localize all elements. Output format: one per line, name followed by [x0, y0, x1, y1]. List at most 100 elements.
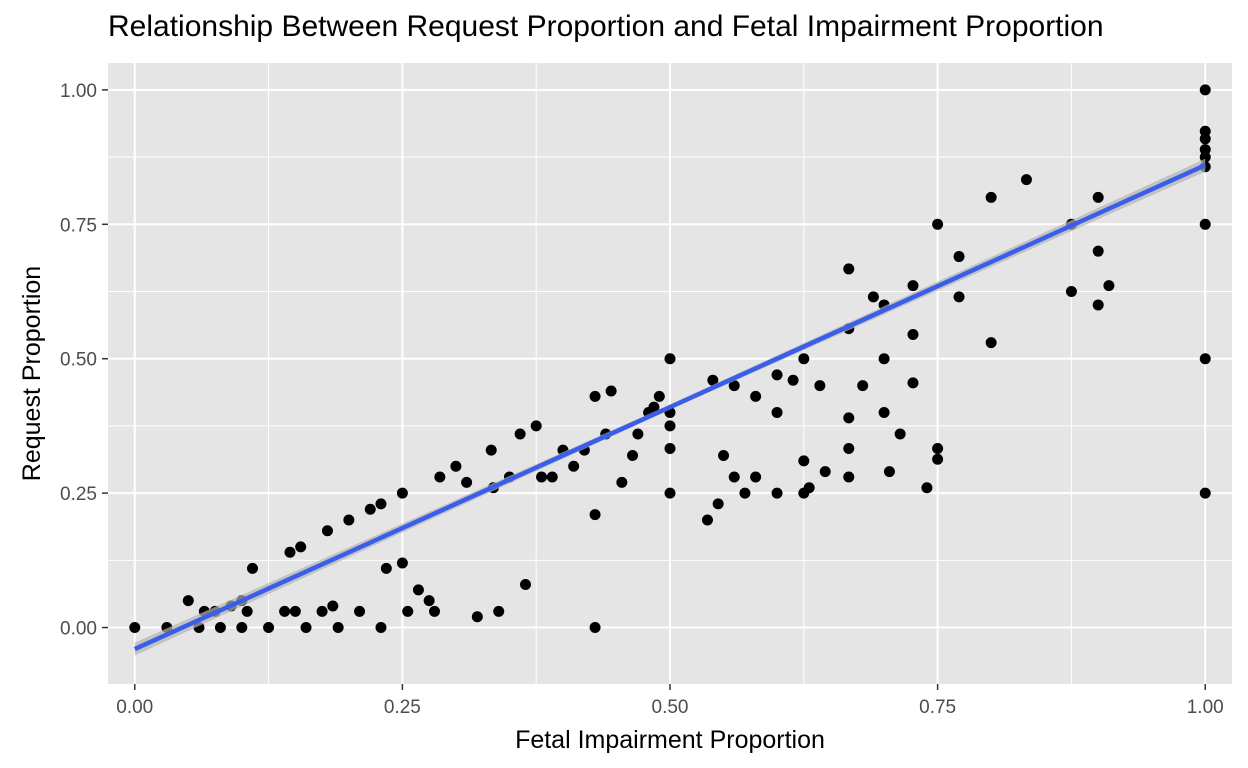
data-point	[857, 380, 869, 392]
data-point	[664, 420, 676, 432]
data-point	[750, 390, 762, 402]
data-point	[728, 471, 740, 483]
data-point	[739, 487, 751, 499]
data-point	[321, 525, 333, 537]
y-axis-title: Request Proportion	[18, 266, 46, 481]
x-tick-label: 0.00	[116, 697, 153, 718]
data-point	[471, 611, 483, 623]
data-point	[236, 622, 248, 634]
data-point	[423, 595, 435, 607]
data-point	[364, 503, 376, 515]
data-point	[241, 605, 253, 617]
data-point	[985, 337, 997, 349]
data-point	[1199, 84, 1211, 96]
data-point	[664, 443, 676, 455]
data-point	[1199, 218, 1211, 230]
data-point	[814, 380, 826, 392]
data-point	[530, 420, 542, 432]
data-point	[985, 191, 997, 203]
data-point	[1092, 299, 1104, 311]
data-point	[1020, 174, 1032, 186]
data-point	[279, 605, 291, 617]
data-point	[1199, 151, 1211, 163]
data-point	[648, 401, 660, 413]
data-point	[932, 218, 944, 230]
y-tick-label: 1.00	[60, 81, 97, 102]
data-point	[461, 476, 473, 488]
data-point	[519, 579, 531, 591]
y-tick-label: 0.00	[60, 619, 97, 640]
data-point	[316, 605, 328, 617]
data-point	[771, 369, 783, 381]
data-point	[536, 471, 548, 483]
axes: 0.00 0.25 0.50 0.75 1.00 0.00 0.25 0.50 0.75 1.00	[60, 81, 1224, 718]
data-point	[627, 449, 639, 461]
data-point	[728, 380, 740, 392]
data-point	[878, 406, 890, 418]
x-axis-title: Fetal Impairment Proportion	[515, 726, 825, 754]
data-point	[589, 390, 601, 402]
data-point	[129, 622, 141, 634]
data-point	[907, 280, 919, 292]
data-point	[1199, 125, 1211, 137]
x-tick-label: 0.75	[919, 697, 956, 718]
data-point	[1092, 191, 1104, 203]
y-tick-label: 0.75	[60, 215, 97, 236]
data-point	[867, 291, 879, 303]
data-point	[589, 622, 601, 634]
data-point	[932, 443, 944, 455]
data-point	[493, 605, 505, 617]
data-point	[878, 353, 890, 365]
y-tick-label: 0.50	[60, 350, 97, 371]
data-point	[295, 541, 307, 553]
data-point	[605, 385, 617, 397]
data-point	[798, 455, 810, 467]
data-point	[1199, 133, 1211, 145]
data-point	[653, 390, 665, 402]
data-point	[589, 509, 601, 521]
data-point	[701, 514, 713, 526]
data-point	[1103, 280, 1115, 292]
data-point	[632, 428, 644, 440]
data-point	[375, 622, 387, 634]
data-point	[953, 251, 965, 263]
data-point	[843, 263, 855, 275]
data-point	[546, 471, 558, 483]
data-point	[1199, 144, 1211, 156]
data-point	[327, 600, 339, 612]
x-tick-label: 1.00	[1187, 697, 1224, 718]
data-point	[332, 622, 344, 634]
data-point	[247, 562, 259, 574]
data-point	[343, 514, 355, 526]
data-point	[616, 476, 628, 488]
data-point	[485, 444, 497, 456]
data-point	[284, 546, 296, 558]
data-point	[907, 377, 919, 389]
data-point	[396, 557, 408, 569]
data-point	[354, 605, 366, 617]
data-point	[953, 291, 965, 303]
data-point	[894, 428, 906, 440]
data-point	[428, 605, 440, 617]
data-point	[1199, 353, 1211, 365]
data-point	[798, 353, 810, 365]
x-tick-label: 0.25	[384, 697, 421, 718]
data-point	[1065, 286, 1077, 298]
y-tick-label: 0.25	[60, 484, 97, 505]
data-point	[819, 466, 831, 478]
data-point	[514, 428, 526, 440]
data-point	[1199, 487, 1211, 499]
data-point	[664, 353, 676, 365]
data-points	[129, 84, 1211, 634]
data-point	[803, 482, 815, 494]
data-point	[771, 487, 783, 499]
data-point	[434, 471, 446, 483]
data-point	[380, 562, 392, 574]
data-point	[214, 622, 226, 634]
data-point	[883, 466, 895, 478]
chart-title: Relationship Between Request Proportion …	[108, 10, 1104, 43]
data-point	[843, 471, 855, 483]
data-point	[182, 595, 194, 607]
data-point	[1092, 245, 1104, 257]
